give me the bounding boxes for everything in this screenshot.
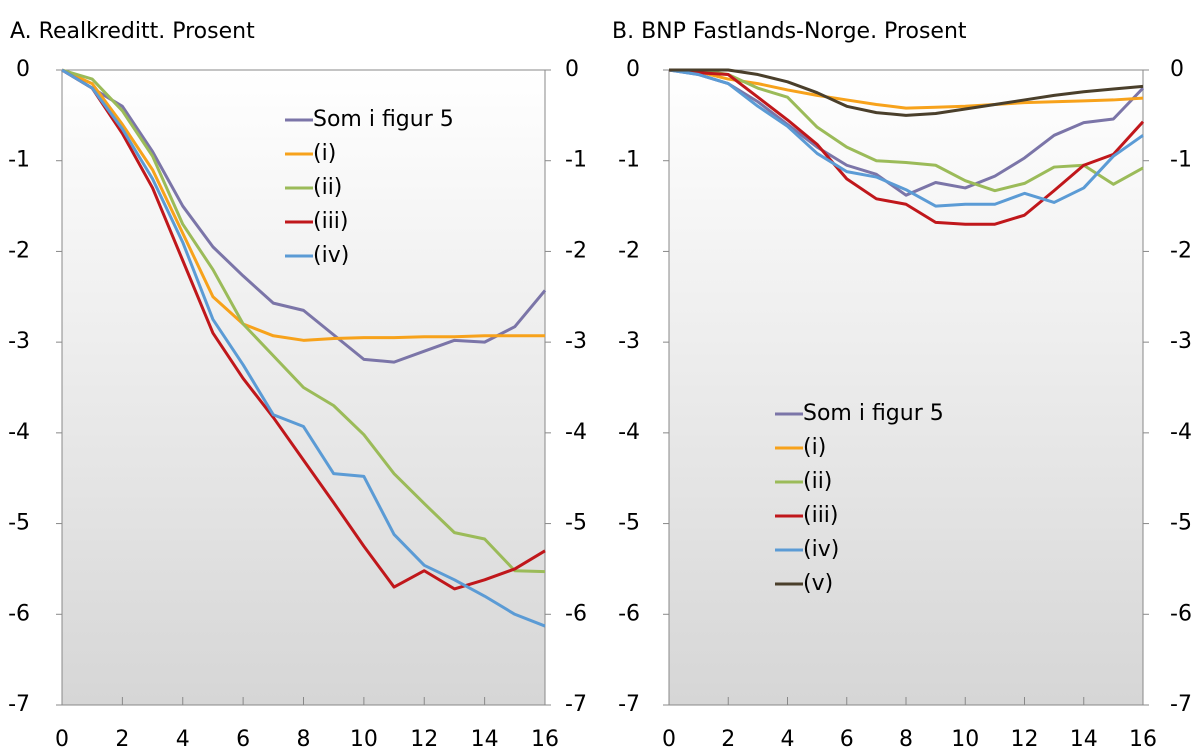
x-tick-label: 0 [55,727,69,752]
legend-label: (v) [803,571,833,596]
chart-title: A. Realkreditt. Prosent [10,19,255,44]
plot-area [668,69,1144,706]
legend-label: (iii) [803,503,839,528]
y-tick-label: -5 [8,511,30,536]
data-line [668,68,1144,208]
y-tick-label: -4 [618,420,640,445]
legend-label: (ii) [803,469,832,494]
y-tick-label: -7 [8,692,30,717]
legend-label: (iv) [313,243,349,268]
y-tick-label: 0 [626,57,640,82]
y2-tick-label: -3 [1170,329,1192,354]
y-tick-label: -1 [618,148,640,173]
x-tick-label: 14 [471,727,499,752]
y2-tick-label: -3 [565,329,587,354]
x-tick-label: 12 [1011,727,1039,752]
x-tick-label: 2 [115,727,129,752]
y-tick-label: -1 [8,148,30,173]
y-tick-label: 0 [16,57,30,82]
legend-label: Som i figur 5 [313,107,454,132]
y2-tick-label: -2 [565,238,587,263]
y2-tick-label: 0 [1170,57,1184,82]
y-tick-label: -3 [618,329,640,354]
data-line [61,68,545,342]
x-tick-label: 10 [350,727,378,752]
y2-tick-label: -1 [565,148,587,173]
y-tick-label: -6 [8,601,30,626]
y2-tick-label: -6 [1170,601,1192,626]
x-tick-label: 6 [840,727,854,752]
y2-tick-label: -7 [1170,692,1192,717]
x-tick-label: 6 [236,727,250,752]
data-line [61,68,547,364]
y2-tick-label: -1 [1170,148,1192,173]
y2-tick-label: -4 [1170,420,1192,445]
legend-label: (i) [803,435,826,460]
chart-title: B. BNP Fastlands-Norge. Prosent [612,19,967,44]
x-tick-label: 2 [721,727,735,752]
y-tick-label: -7 [618,692,640,717]
data-line [668,68,1145,226]
x-tick-label: 0 [662,727,676,752]
x-tick-label: 4 [781,727,795,752]
legend-label: (ii) [313,175,342,200]
y-tick-label: -6 [618,601,640,626]
x-tick-label: 8 [899,727,913,752]
x-tick-label: 16 [531,727,559,752]
y-tick-label: -3 [8,329,30,354]
x-tick-label: 10 [951,727,979,752]
y2-tick-label: -7 [565,692,587,717]
data-line [668,68,1145,197]
x-tick-label: 8 [297,727,311,752]
y2-tick-label: -6 [565,601,587,626]
y-tick-label: -4 [8,420,30,445]
y-tick-label: -2 [8,238,30,263]
y2-tick-label: -5 [1170,511,1192,536]
data-line [669,68,1144,193]
legend-label: (iv) [803,537,839,562]
y2-tick-label: 0 [565,57,579,82]
y2-tick-label: -5 [565,511,587,536]
y2-tick-label: -4 [565,420,587,445]
y-tick-label: -2 [618,238,640,263]
legend-label: Som i figur 5 [803,401,944,426]
legend-label: (i) [313,141,336,166]
legend-label: (iii) [313,209,349,234]
x-tick-label: 4 [176,727,190,752]
data-line [669,68,1144,117]
data-line [61,68,546,574]
x-tick-label: 16 [1129,727,1157,752]
data-line [61,68,546,628]
y-tick-label: -5 [618,511,640,536]
y2-tick-label: -2 [1170,238,1192,263]
x-tick-label: 12 [410,727,438,752]
x-tick-label: 14 [1070,727,1098,752]
